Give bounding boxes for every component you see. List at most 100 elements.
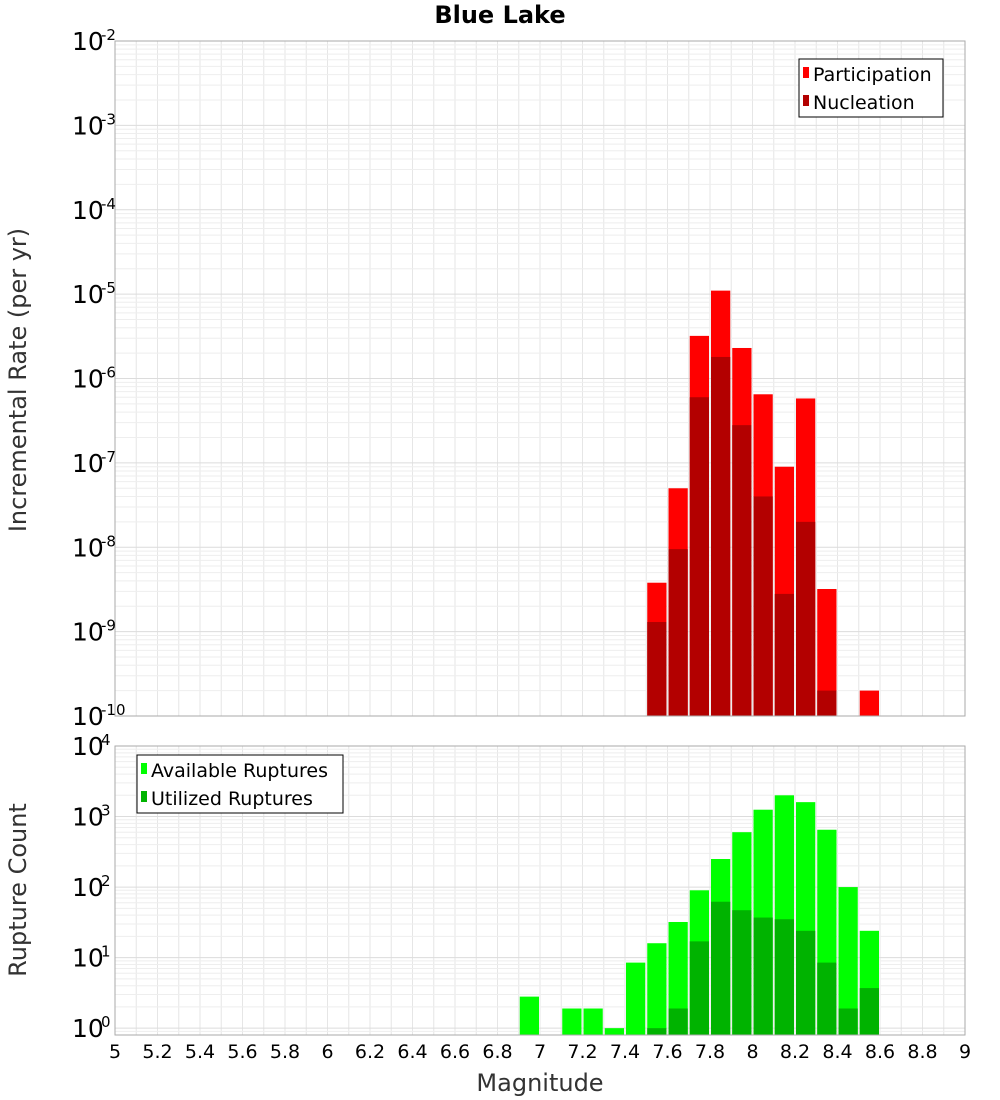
bottom-utilized-ruptures-bar [838, 1008, 858, 1035]
y-tick-exponent: -8 [101, 532, 116, 550]
y-tick-exponent: -4 [101, 195, 116, 213]
bottom-available-ruptures-bar [583, 1008, 603, 1035]
x-tick-label: 6.2 [355, 1041, 385, 1063]
bottom-utilized-ruptures-bar [711, 901, 731, 1035]
y-tick-exponent: 2 [101, 872, 111, 890]
y-tick-label: 10 [72, 732, 104, 761]
legend-label: Participation [813, 64, 932, 86]
y-tick-exponent: 0 [101, 1013, 111, 1031]
x-tick-label: 5.6 [227, 1041, 257, 1063]
legend-label: Utilized Ruptures [151, 788, 313, 810]
x-tick-label: 8.4 [822, 1041, 852, 1063]
top-nucleation-bar [647, 622, 667, 716]
legend-swatch [141, 763, 147, 774]
bottom-utilized-ruptures-bar [796, 930, 816, 1035]
x-tick-label: 7.8 [695, 1041, 725, 1063]
y-tick-label: 10 [72, 618, 104, 647]
y-tick-label: 10 [72, 1014, 104, 1043]
x-tick-label: 7.4 [610, 1041, 640, 1063]
top-participation-bar [817, 589, 837, 716]
y-tick-exponent: -2 [101, 26, 116, 44]
x-tick-label: 8.6 [865, 1041, 895, 1063]
x-tick-label: 9 [959, 1041, 971, 1063]
y-tick-label: 10 [72, 803, 104, 832]
bottom-plot-frame [114, 745, 966, 1036]
top-plot-frame [114, 40, 966, 717]
top-nucleation-bar [817, 690, 837, 716]
x-tick-label: 7.2 [567, 1041, 597, 1063]
y-tick-exponent: -9 [101, 617, 116, 635]
bottom-utilized-ruptures-bar [689, 941, 709, 1035]
top-bars [647, 290, 879, 716]
y-tick-exponent: -3 [101, 110, 116, 128]
bottom-available-ruptures-bar [562, 1008, 582, 1035]
legend-box [136, 754, 344, 814]
bottom-utilized-ruptures-bar [817, 962, 837, 1035]
top-nucleation-bar [753, 496, 773, 716]
top-nucleation-bar [668, 549, 688, 716]
top-nucleation-bar [732, 425, 752, 716]
y-tick-label: 10 [72, 111, 104, 140]
x-tick-label: 5 [109, 1041, 121, 1063]
bottom-utilized-ruptures-bar [732, 910, 752, 1035]
y-tick-label: 10 [72, 27, 104, 56]
bottom-available-ruptures-bar [604, 1028, 624, 1035]
x-ticks: 5 5.2 5.4 5.6 5.8 6 6.2 6.4 6.6 6.8 7 7.2 7.4 7.6 7.8 8… [109, 1041, 971, 1063]
top-y-ticks: 10-210-310-410-510-610-710-810-910-10 [72, 26, 126, 731]
bottom-utilized-ruptures-bar [859, 988, 879, 1035]
x-tick-label: 8.2 [780, 1041, 810, 1063]
y-tick-exponent: -7 [101, 448, 116, 466]
y-tick-label: 10 [72, 365, 104, 394]
bottom-y-axis-label: Rupture Count [4, 803, 32, 977]
legend-label: Available Ruptures [151, 760, 328, 782]
legend-box [798, 58, 944, 118]
top-nucleation-bar [711, 356, 731, 716]
y-tick-label: 10 [72, 280, 104, 309]
top-legend: Participation Nucleation [798, 58, 944, 118]
x-tick-label: 6.6 [440, 1041, 470, 1063]
y-tick-exponent: -10 [101, 701, 126, 719]
bottom-utilized-ruptures-bar [753, 917, 773, 1035]
x-tick-label: 7.6 [652, 1041, 682, 1063]
bottom-utilized-ruptures-bar [668, 1008, 688, 1035]
top-y-axis-label: Incremental Rate (per yr) [4, 228, 32, 532]
x-tick-label: 6.8 [482, 1041, 512, 1063]
x-tick-label: 5.4 [185, 1041, 215, 1063]
chart-title: Blue Lake [434, 1, 565, 29]
bottom-available-ruptures-bar [519, 996, 539, 1035]
legend-swatch [141, 791, 147, 802]
bottom-available-ruptures-bar [668, 921, 688, 1035]
x-tick-label: 8 [746, 1041, 758, 1063]
y-tick-label: 10 [72, 702, 104, 731]
bottom-available-ruptures-bar [626, 962, 646, 1035]
x-tick-label: 7 [534, 1041, 546, 1063]
top-nucleation-bar [774, 593, 794, 716]
top-grid [114, 41, 966, 717]
x-tick-label: 8.8 [907, 1041, 937, 1063]
x-tick-label: 6.4 [397, 1041, 427, 1063]
x-tick-label: 6 [321, 1041, 333, 1063]
y-tick-exponent: 3 [101, 802, 111, 820]
legend-swatch [803, 67, 809, 78]
y-tick-label: 10 [72, 196, 104, 225]
x-axis-label: Magnitude [476, 1069, 603, 1097]
y-tick-label: 10 [72, 533, 104, 562]
bottom-utilized-ruptures-bar [774, 919, 794, 1035]
bottom-available-ruptures-bar [838, 887, 858, 1035]
top-panel: 10-210-310-410-510-610-710-810-910-10 In… [4, 26, 966, 731]
x-tick-label: 5.8 [270, 1041, 300, 1063]
y-tick-exponent: -5 [101, 279, 116, 297]
bottom-legend: Available Ruptures Utilized Ruptures [136, 754, 344, 814]
x-tick-label: 5.2 [142, 1041, 172, 1063]
y-tick-label: 10 [72, 449, 104, 478]
legend-label: Nucleation [813, 92, 915, 114]
top-nucleation-bar [689, 397, 709, 716]
y-tick-label: 10 [72, 873, 104, 902]
y-tick-label: 10 [72, 944, 104, 973]
y-tick-exponent: 4 [101, 731, 111, 749]
bottom-utilized-ruptures-bar [647, 1028, 667, 1035]
bottom-bars [519, 795, 879, 1035]
top-nucleation-bar [796, 521, 816, 716]
